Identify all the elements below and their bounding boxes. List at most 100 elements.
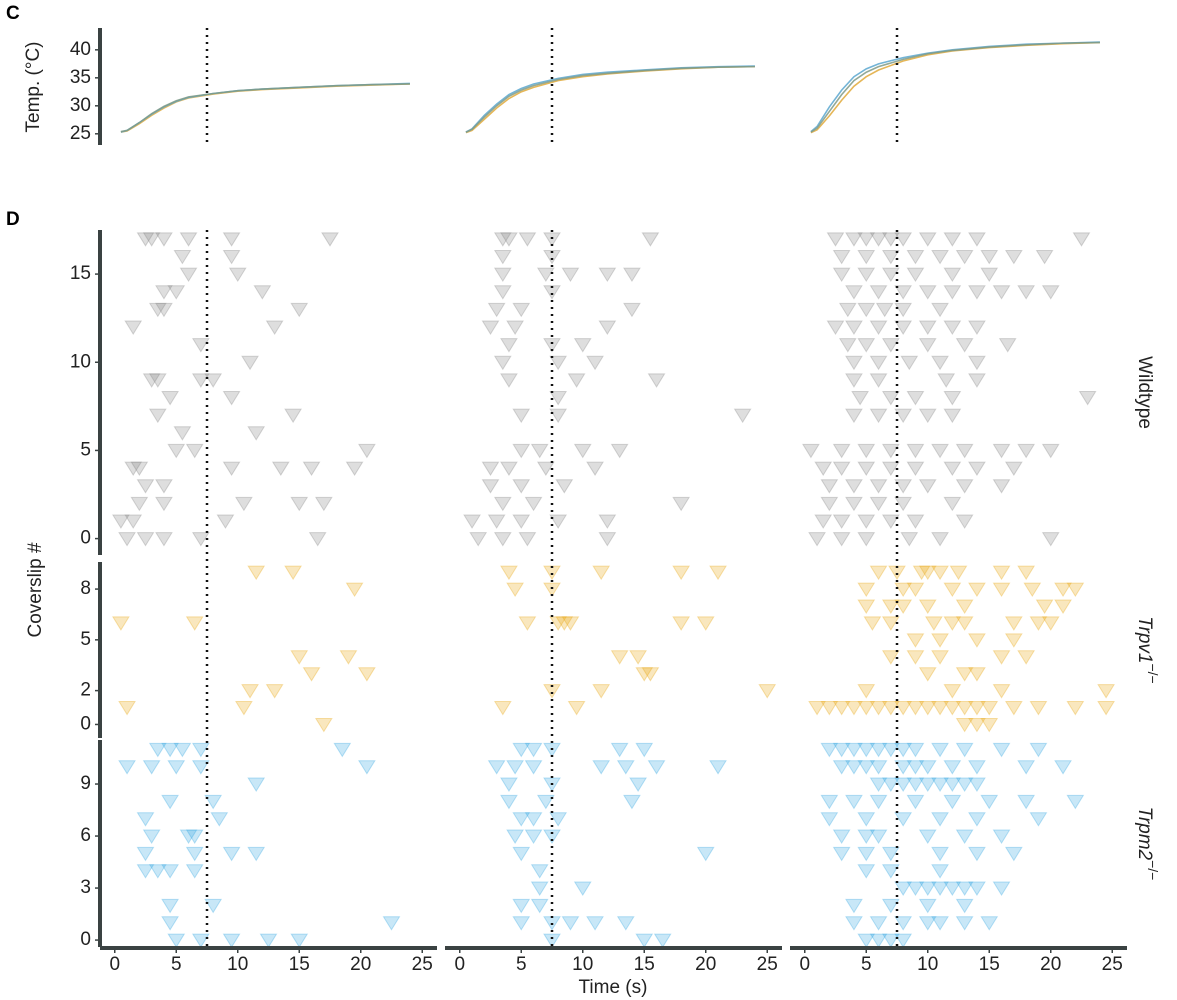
response-marker: [820, 701, 839, 716]
response-marker: [290, 496, 309, 512]
response-marker: [968, 232, 986, 247]
x-tick-label: 10: [227, 954, 248, 975]
response-marker: [271, 461, 290, 477]
response-marker: [900, 355, 919, 371]
response-marker: [918, 701, 937, 716]
response-marker: [142, 373, 161, 388]
response-marker: [968, 373, 986, 388]
response-marker: [894, 701, 913, 716]
response-marker: [832, 267, 851, 283]
response-marker: [900, 532, 919, 547]
response-marker: [635, 742, 654, 758]
response-marker: [881, 742, 900, 758]
response-marker: [832, 742, 851, 758]
response-marker: [555, 479, 574, 494]
response-marker: [881, 267, 900, 283]
response-marker: [845, 373, 863, 388]
response-marker: [906, 760, 925, 775]
response-marker: [155, 302, 173, 318]
response-marker: [875, 302, 894, 318]
response-marker: [826, 320, 845, 335]
response-marker: [573, 443, 592, 459]
response-marker: [931, 881, 949, 897]
x-tick-label: 0: [454, 954, 465, 975]
response-marker: [136, 232, 155, 247]
response-marker: [992, 565, 1011, 581]
response-marker: [869, 355, 888, 371]
response-marker: [357, 667, 376, 682]
response-marker: [845, 285, 863, 300]
response-marker: [567, 701, 586, 716]
response-marker: [167, 285, 186, 300]
response-marker: [906, 461, 925, 477]
response-marker: [500, 794, 518, 810]
response-marker: [500, 338, 518, 353]
response-marker: [155, 532, 173, 547]
response-marker: [629, 777, 647, 792]
response-marker: [1041, 285, 1060, 300]
x-axis-title: Time (s): [579, 977, 648, 998]
temperature-line: [465, 65, 755, 134]
response-marker: [857, 514, 876, 529]
row-label-superscript: −/−: [1145, 860, 1161, 880]
response-marker: [808, 532, 826, 547]
response-marker: [881, 846, 900, 862]
response-marker: [894, 320, 913, 335]
response-marker: [845, 898, 863, 914]
response-marker: [167, 443, 186, 459]
response-marker: [857, 760, 876, 775]
response-marker: [881, 933, 900, 949]
response-marker: [931, 650, 949, 665]
response-marker: [524, 829, 543, 844]
response-marker: [308, 532, 327, 547]
response-marker: [1023, 582, 1042, 598]
response-marker: [943, 760, 962, 775]
response-marker: [709, 565, 727, 581]
response-marker: [185, 846, 204, 862]
response-marker: [314, 717, 333, 733]
response-marker: [992, 479, 1011, 494]
response-marker: [161, 898, 180, 914]
response-marker: [155, 479, 173, 494]
response-marker: [832, 829, 851, 844]
response-marker: [955, 249, 974, 265]
response-marker: [869, 232, 888, 247]
response-marker: [906, 267, 925, 283]
response-marker: [185, 443, 204, 459]
response-marker: [136, 864, 155, 879]
response-marker: [228, 267, 247, 283]
response-marker: [1029, 701, 1048, 716]
response-marker: [943, 777, 962, 792]
response-marker: [357, 443, 376, 459]
x-tick-label: 5: [171, 954, 182, 975]
response-marker: [543, 684, 561, 699]
response-marker: [136, 846, 155, 862]
response-marker: [943, 794, 962, 810]
response-marker: [881, 391, 900, 406]
y-tick-label: 40: [70, 39, 91, 60]
response-marker: [1017, 443, 1036, 459]
response-marker: [524, 812, 543, 827]
response-marker: [918, 320, 937, 335]
response-marker: [112, 616, 130, 631]
response-marker: [918, 881, 937, 897]
response-marker: [894, 933, 913, 949]
response-marker: [1066, 794, 1085, 810]
response-marker: [493, 267, 512, 283]
temperature-line: [810, 41, 1100, 133]
response-marker: [148, 408, 167, 424]
response-marker: [222, 933, 241, 949]
response-marker: [894, 496, 913, 512]
response-marker: [832, 701, 851, 716]
response-marker: [918, 232, 937, 247]
response-marker: [980, 701, 999, 716]
response-marker: [155, 232, 173, 247]
response-marker: [857, 267, 876, 283]
response-marker: [1097, 684, 1115, 699]
response-marker: [124, 461, 143, 477]
response-marker: [869, 408, 888, 424]
response-marker: [931, 777, 949, 792]
response-marker: [943, 232, 962, 247]
response-marker: [185, 829, 204, 844]
response-marker: [955, 616, 974, 631]
